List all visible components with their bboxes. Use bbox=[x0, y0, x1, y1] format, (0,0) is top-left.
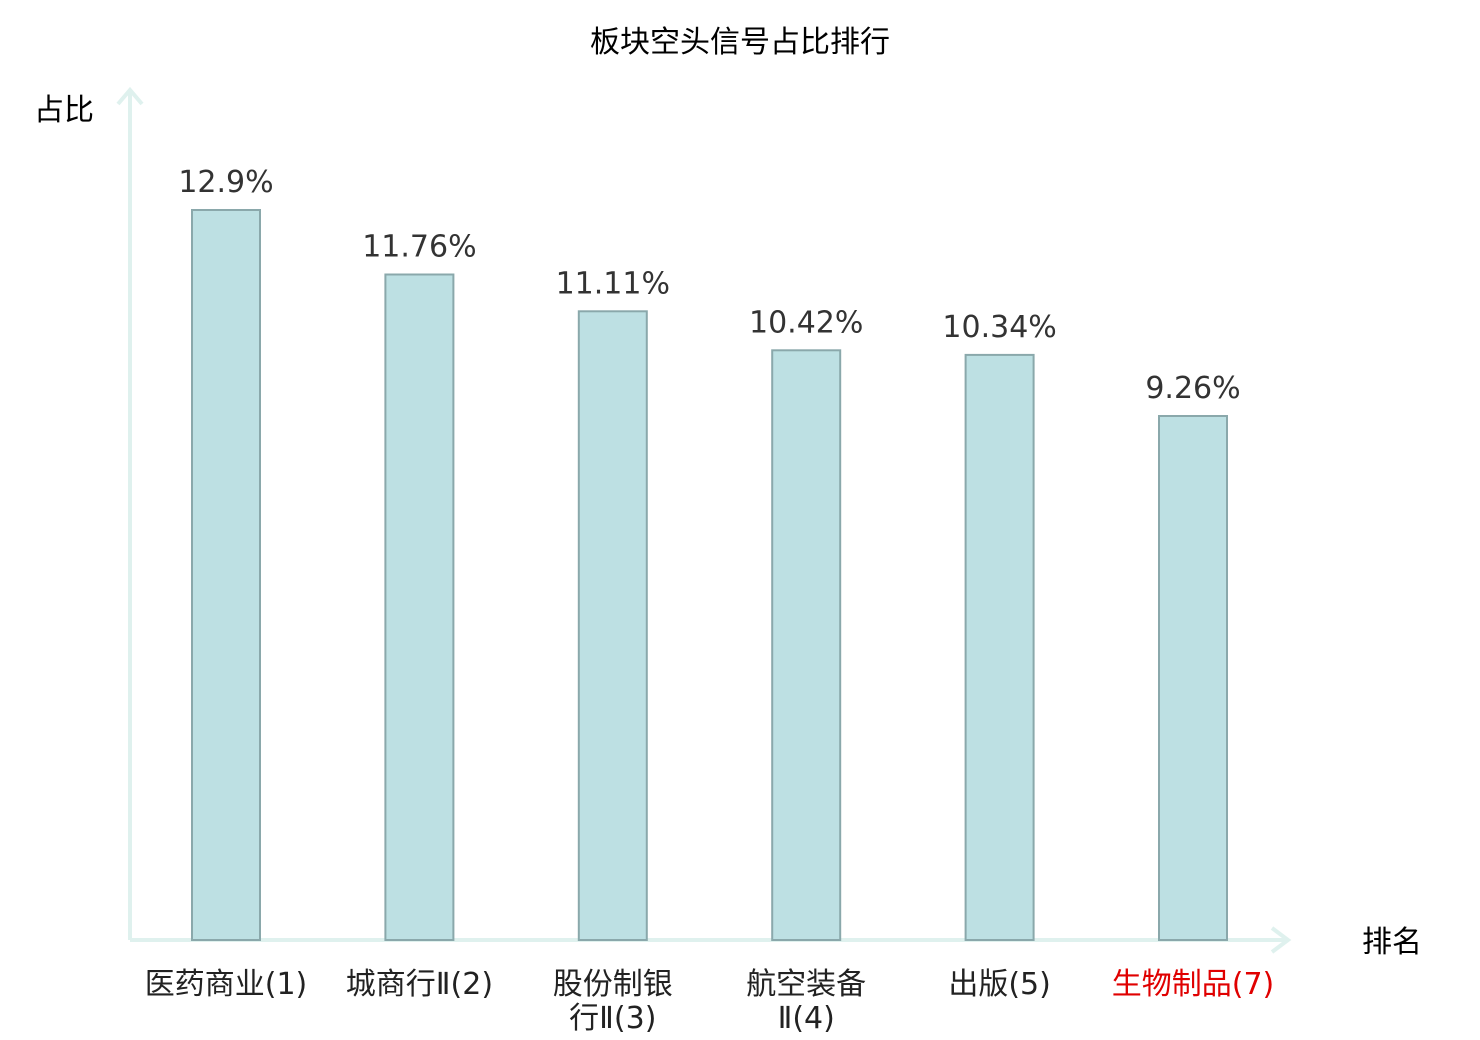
bar-2 bbox=[384, 273, 455, 941]
value-label-3: 11.11% bbox=[556, 266, 670, 301]
value-label-1: 12.9% bbox=[178, 165, 273, 200]
x-axis: 排名 bbox=[130, 925, 1422, 960]
bar-series bbox=[191, 209, 1228, 941]
value-label-4: 10.42% bbox=[749, 305, 863, 340]
category-label-6: 生物制品(7) bbox=[1112, 967, 1275, 1002]
category-label-5: 出版(5) bbox=[948, 967, 1051, 1002]
bar-6 bbox=[1158, 415, 1228, 941]
value-label-5: 10.34% bbox=[942, 310, 1056, 345]
bar-4 bbox=[771, 349, 842, 941]
category-label-1: 医药商业(1) bbox=[145, 967, 308, 1002]
value-label-6: 9.26% bbox=[1145, 371, 1240, 406]
value-label-2: 11.76% bbox=[362, 230, 476, 265]
category-labels: 医药商业(1) 城商行Ⅱ(2) 股份制银行Ⅱ(3) 航空装备 Ⅱ(4) 出版(5) 生物制品… bbox=[145, 967, 1275, 1036]
category-label-4: 航空装备 Ⅱ(4) bbox=[746, 967, 866, 1036]
y-axis: 占比 bbox=[34, 86, 144, 940]
bar-5 bbox=[964, 353, 1035, 941]
category-label-3: 股份制银行Ⅱ(3) bbox=[553, 967, 673, 1036]
bar-1 bbox=[191, 209, 261, 941]
chart-title: 板块空头信号占比排行 bbox=[590, 25, 890, 60]
bar-3 bbox=[577, 310, 648, 941]
y-axis-label: 占比 bbox=[34, 93, 94, 128]
category-label-2: 城商行Ⅱ(2) bbox=[346, 967, 493, 1002]
value-labels: 12.9% 11.76% 11.11% 10.42% 10.34% 9.26% bbox=[178, 165, 1240, 406]
x-axis-label: 排名 bbox=[1362, 925, 1422, 960]
